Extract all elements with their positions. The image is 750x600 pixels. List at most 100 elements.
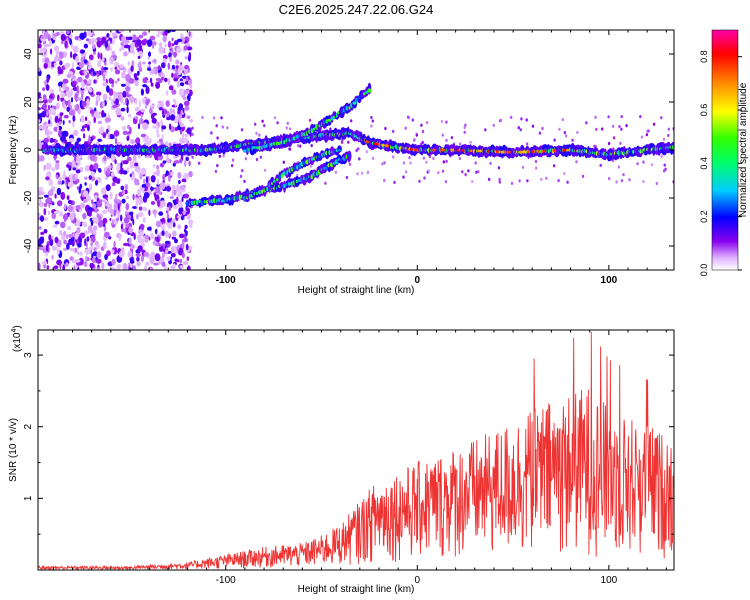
spectrogram-noise-mark [366, 170, 370, 175]
spectrogram-peak-mark [500, 150, 505, 154]
spectrogram-noise-mark [67, 234, 74, 238]
spectrogram-noise-mark [188, 79, 192, 86]
spectrogram-noise-mark [43, 164, 46, 171]
spectrogram-noise-mark [80, 128, 86, 132]
spectrogram-noise-mark [214, 169, 218, 173]
spectrogram-noise-mark [72, 45, 79, 54]
spectrogram-noise-mark [171, 188, 174, 197]
spectrogram-noise-mark [178, 88, 185, 96]
spectrogram-noise-mark [355, 148, 358, 153]
spectrogram-noise-mark [162, 160, 167, 164]
spectrogram-noise-mark [98, 169, 102, 173]
spectrogram-noise-mark [334, 170, 338, 174]
spectrogram-noise-mark [142, 31, 148, 36]
spectrogram-track-mark [352, 101, 357, 105]
spectrogram-track-mark [246, 147, 249, 153]
spectrogram-noise-mark [75, 166, 79, 170]
spectrogram-noise-mark [118, 94, 122, 102]
spectrogram-noise-mark [71, 160, 76, 166]
spectrogram-noise-mark [170, 253, 176, 258]
spectrogram-track-mark [286, 170, 289, 175]
spectrogram-peak-mark [531, 150, 535, 154]
spectrogram-noise-mark [150, 251, 155, 258]
spectrogram-noise-mark [77, 178, 80, 183]
spectrogram-noise-mark [182, 96, 187, 101]
spectrogram-noise-mark [189, 84, 193, 89]
spectrogram-noise-mark [463, 125, 466, 130]
spectrogram-noise-mark [66, 30, 70, 35]
spectrogram-noise-mark [40, 35, 45, 39]
spectrogram-noise-mark [49, 188, 54, 197]
spectrogram-noise-mark [137, 62, 142, 69]
spectrogram-noise-mark [120, 162, 123, 168]
spectrogram-noise-mark [191, 126, 194, 130]
spectrogram-noise-mark [38, 125, 42, 130]
spectrogram-noise-mark [79, 232, 86, 239]
spectrogram-noise-mark [114, 159, 117, 165]
spectrogram-noise-mark [176, 215, 182, 219]
spectrogram-noise-mark [141, 39, 147, 46]
spectrogram-noise-mark [93, 116, 96, 124]
spectrogram-noise-mark [427, 169, 430, 173]
spectrogram-noise-mark [88, 54, 94, 61]
spectrogram-noise-mark [175, 59, 180, 65]
spectrogram-noise-mark [38, 92, 41, 97]
spectrogram-track-mark [255, 146, 259, 150]
spectrogram-noise-mark [168, 205, 171, 210]
spectrogram-noise-mark [54, 139, 58, 144]
spectrogram-noise-mark [128, 113, 132, 118]
spectrogram-noise-mark [65, 90, 71, 97]
spectrogram-noise-mark [85, 38, 90, 42]
spectrogram-noise-mark [104, 41, 109, 48]
spectrogram-noise-mark [42, 99, 48, 104]
spectrogram-noise-mark [58, 130, 63, 138]
colorbar-tick-label: 0.0 [699, 264, 709, 277]
spectrogram-noise-mark [564, 134, 568, 138]
spectrogram-noise-mark [77, 242, 82, 248]
spectrogram-noise-mark [437, 171, 440, 175]
spectrogram-noise-mark [79, 202, 86, 209]
spectrogram-noise-mark [156, 168, 161, 177]
spectrogram-noise-mark [147, 67, 152, 71]
spectrogram-noise-mark [38, 226, 42, 230]
spectrogram-noise-mark [166, 185, 171, 192]
spectrogram-noise-mark [165, 158, 171, 164]
spectrogram-noise-mark [90, 220, 94, 226]
spectrogram-noise-mark [117, 78, 120, 82]
spectrogram-noise-mark [171, 37, 174, 42]
spectrogram-noise-mark [76, 226, 81, 234]
spectrogram-noise-mark [183, 160, 187, 168]
spectrogram-noise-mark [136, 39, 142, 46]
snr-marks [38, 331, 674, 570]
spectrogram-noise-mark [77, 76, 83, 83]
snr-xlabel: Height of straight line (km) [298, 584, 415, 595]
spectrogram-noise-mark [128, 237, 132, 245]
spectrogram-noise-mark [72, 75, 76, 79]
spectrogram-noise-mark [43, 44, 46, 53]
spectrogram-track-mark [318, 154, 322, 159]
spectrogram-noise-mark [383, 161, 386, 165]
spectrogram-noise-mark [517, 126, 520, 130]
spectrogram-noise-mark [125, 97, 128, 105]
spectrogram-noise-mark [105, 184, 111, 192]
spectrogram-noise-mark [518, 179, 521, 183]
spectrogram-noise-mark [83, 190, 89, 197]
spectrogram-noise-mark [161, 261, 166, 267]
spectrogram-noise-mark [62, 213, 69, 221]
spectrogram-noise-mark [122, 125, 126, 130]
spectrogram-noise-mark [148, 236, 151, 241]
spectrogram-noise-mark [145, 140, 151, 146]
spectrogram-noise-mark [231, 158, 235, 162]
spectrogram-noise-mark [152, 164, 156, 168]
spectrogram-noise-mark [156, 133, 160, 138]
spectrogram-peak-mark [365, 140, 369, 144]
spectrogram-noise-mark [168, 142, 172, 148]
spectrogram-noise-mark [296, 144, 300, 148]
spectrogram-noise-mark [134, 106, 140, 112]
spectrogram-noise-mark [149, 104, 155, 108]
spectrogram-noise-mark [461, 170, 464, 174]
spectrogram-noise-mark [122, 160, 129, 165]
spectrogram-noise-mark [140, 113, 143, 118]
spectrogram-noise-mark [170, 246, 174, 253]
spectrogram-noise-mark [102, 100, 105, 108]
